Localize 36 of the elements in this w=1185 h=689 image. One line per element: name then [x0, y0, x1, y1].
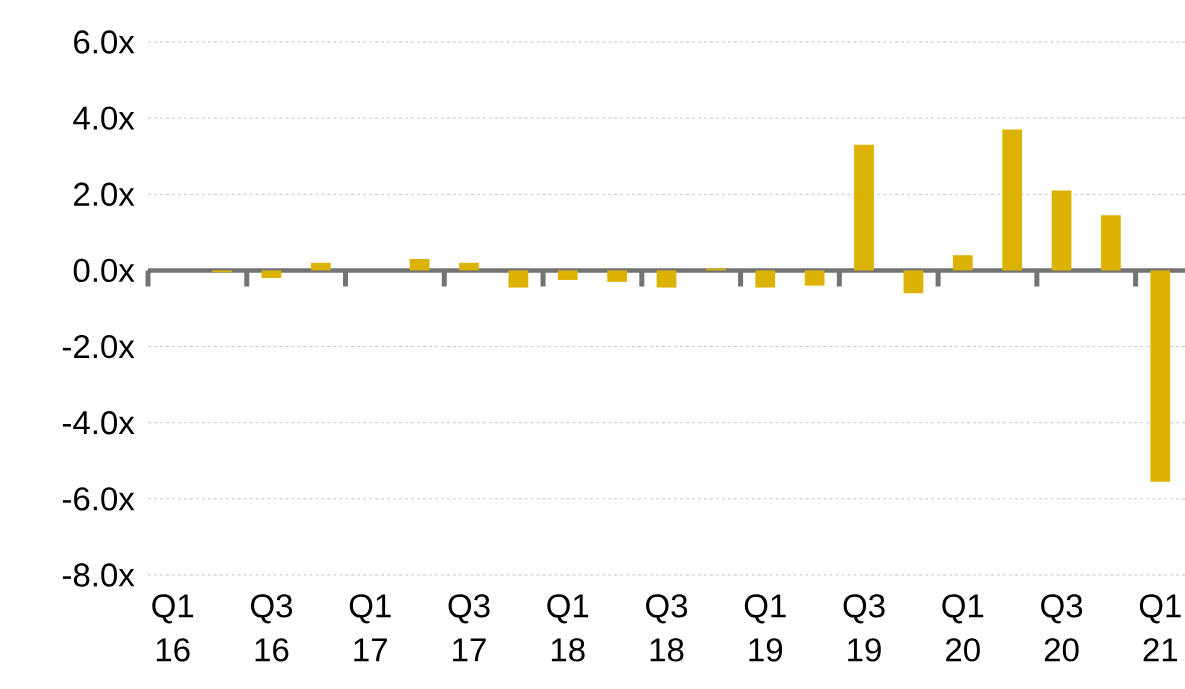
x-tick-label: Q1 20: [942, 594, 984, 662]
y-tick-label: -8.0x: [62, 563, 135, 587]
y-tick-label: -6.0x: [62, 487, 135, 511]
x-tick-label: Q3 18: [646, 594, 688, 662]
bar: [804, 270, 825, 286]
x-tick-label: Q3 16: [251, 594, 293, 662]
x-tick-label: Q3 19: [843, 594, 885, 662]
x-tick-label: Q3 20: [1041, 594, 1083, 662]
y-tick-label: -2.0x: [62, 334, 135, 359]
y-tick-label: -4.0x: [62, 411, 135, 435]
bar: [1002, 129, 1023, 271]
bar: [1051, 190, 1072, 271]
bar: [952, 255, 973, 271]
y-tick-label: 0.0x: [73, 258, 135, 283]
bar: [607, 270, 627, 282]
bar: [508, 270, 529, 288]
bar: [459, 262, 479, 271]
bar: [557, 270, 578, 280]
bar: [310, 262, 331, 271]
bar: [1150, 270, 1171, 482]
bar: [409, 259, 430, 271]
x-tick-label: Q1 21: [1139, 594, 1181, 662]
x-tick-label: Q1 19: [744, 594, 786, 662]
y-tick-label: 2.0x: [74, 182, 135, 206]
y-tick-label: 6.0x: [74, 30, 135, 54]
bar: [755, 270, 776, 288]
bar: [903, 270, 924, 294]
bar: [854, 144, 874, 271]
x-tick-label: Q1 18: [547, 594, 589, 662]
bar: [261, 270, 282, 279]
bar: [1101, 215, 1121, 271]
x-tick-label: Q3 17: [448, 594, 490, 662]
y-tick-label: 4.0x: [73, 106, 135, 130]
x-tick-label: Q1 17: [349, 594, 391, 662]
x-tick-label: Q1 16: [152, 594, 194, 662]
bar: [656, 270, 677, 288]
